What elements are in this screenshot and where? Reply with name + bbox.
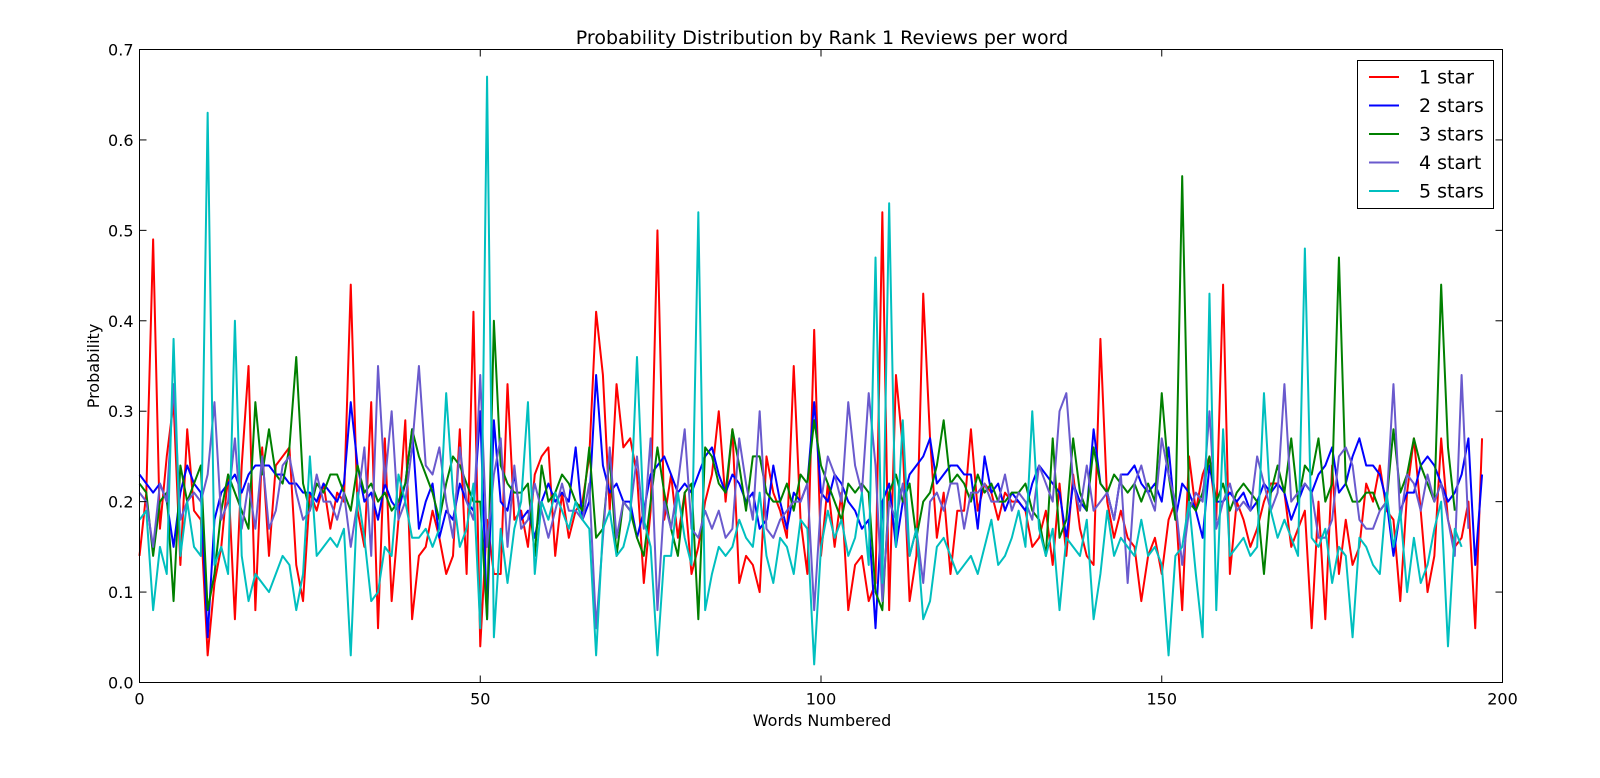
legend-label: 1 star bbox=[1419, 67, 1474, 89]
series-line-3 bbox=[138, 175, 1456, 621]
legend-label: 4 start bbox=[1419, 152, 1481, 174]
y-axis: 0.0 0.1 0.2 0.3 0.4 0.5 0.6 0.7 bbox=[108, 41, 1503, 693]
chart-title: Probability Distribution by Rank 1 Revie… bbox=[576, 27, 1068, 49]
legend-label: 2 stars bbox=[1419, 95, 1484, 117]
legend-label: 5 stars bbox=[1419, 181, 1484, 203]
y-tick-label: 0.3 bbox=[108, 402, 133, 421]
y-tick-label: 0.1 bbox=[108, 583, 133, 602]
y-tick-label: 0.7 bbox=[108, 41, 133, 60]
legend-label: 3 stars bbox=[1419, 124, 1484, 146]
series-lines bbox=[138, 75, 1484, 666]
y-tick-label: 0.0 bbox=[108, 674, 133, 693]
x-tick-label: 100 bbox=[806, 690, 837, 709]
x-tick-label: 0 bbox=[134, 690, 144, 709]
x-axis-title: Words Numbered bbox=[753, 711, 891, 730]
y-tick-label: 0.4 bbox=[108, 312, 133, 331]
y-tick-label: 0.2 bbox=[108, 493, 133, 512]
legend: 1 star 2 stars 3 stars 4 start 5 stars bbox=[1357, 60, 1494, 209]
y-axis-title: Probability bbox=[84, 324, 103, 409]
y-tick-label: 0.5 bbox=[108, 221, 133, 240]
x-tick-label: 200 bbox=[1487, 690, 1518, 709]
series-line-4 bbox=[138, 365, 1470, 630]
x-tick-label: 50 bbox=[470, 690, 490, 709]
x-tick-label: 150 bbox=[1146, 690, 1177, 709]
plot-frame bbox=[139, 49, 1503, 683]
y-tick-label: 0.6 bbox=[108, 131, 133, 150]
x-axis: 0 50 100 150 200 bbox=[134, 49, 1518, 709]
series-line-5 bbox=[138, 75, 1463, 666]
